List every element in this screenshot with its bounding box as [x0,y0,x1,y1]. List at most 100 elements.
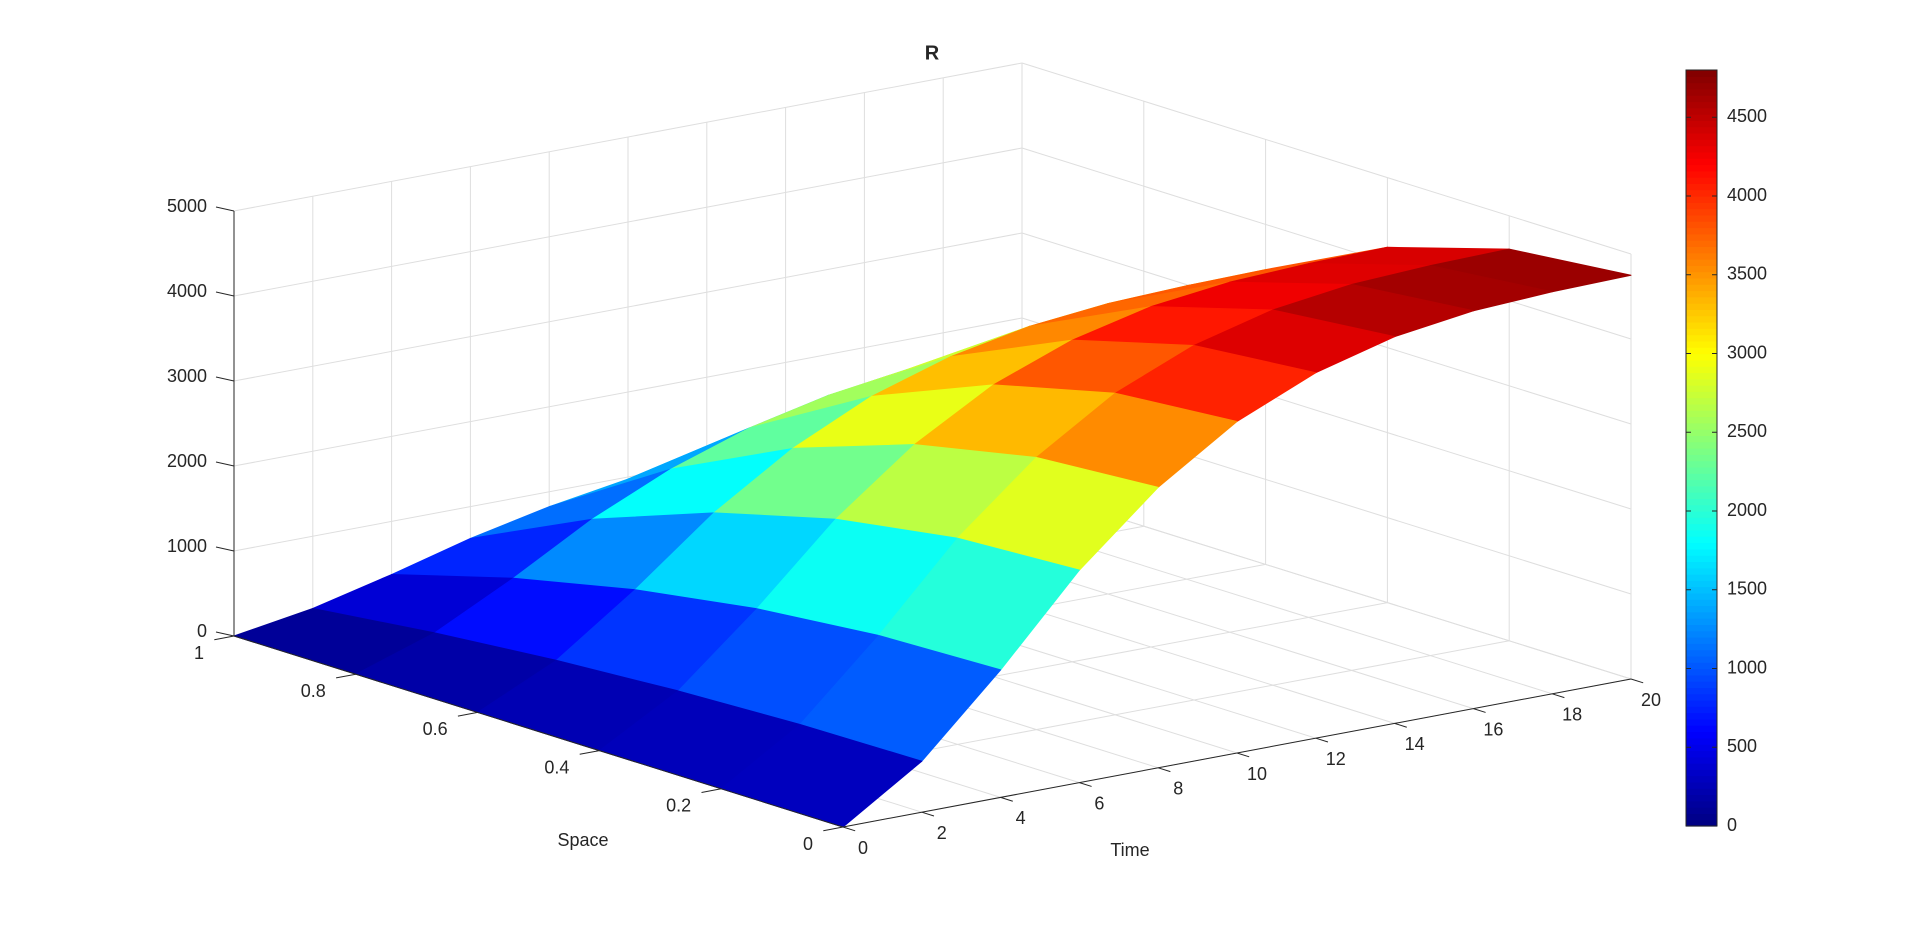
colorbar-cell [1686,655,1717,663]
y-tick [214,635,235,641]
colorbar-cell [1686,145,1717,153]
colorbar-cell [1686,504,1717,512]
colorbar-cell [1686,536,1717,544]
colorbar-cell [1686,82,1717,90]
colorbar-cell [1686,605,1717,613]
colorbar-cell [1686,435,1717,443]
x-tick [921,811,935,817]
colorbar-cell [1686,448,1717,455]
colorbar-cell [1686,441,1717,449]
colorbar-cell [1686,259,1717,266]
colorbar-cell [1686,466,1717,474]
colorbar-cell [1686,303,1717,310]
colorbar-cell [1686,252,1717,260]
colorbar-cell [1686,214,1717,222]
colorbar-frame [1685,69,1718,827]
x-tick-label: 0 [858,838,868,858]
colorbar-cell [1686,548,1717,556]
colorbar-tick-label: 3000 [1727,342,1767,362]
colorbar-cell [1686,668,1717,676]
colorbar-cell [1686,517,1717,525]
x-axis-label: Time [1110,840,1149,860]
grid-line [1021,62,1632,255]
z-tick-label: 4000 [167,281,207,301]
x-tick [1315,737,1329,743]
z-tick [215,376,235,382]
x-tick [1552,693,1565,699]
colorbar-cell [1686,309,1717,317]
y-axis [233,635,844,828]
z-tick [215,546,235,552]
colorbar-tick-label: 1000 [1727,657,1767,677]
colorbar-tick-label: 4500 [1727,106,1767,126]
colorbar-cell [1686,139,1717,147]
colorbar-cell [1686,574,1717,581]
x-tick-label: 6 [1094,793,1104,813]
x-tick [1473,708,1486,713]
colorbar-cell [1686,391,1717,399]
colorbar-cell [1686,687,1717,695]
z-tick-label: 2000 [167,451,207,471]
colorbar-cell [1686,674,1717,682]
x-tick [1394,722,1407,728]
colorbar-cell [1686,567,1717,575]
colorbar-cell [1686,107,1717,115]
colorbar-cell [1686,114,1717,121]
colorbar-tick-label: 2500 [1727,421,1767,441]
colorbar-cell [1686,643,1717,651]
colorbar-cell [1686,819,1717,827]
y-tick [701,788,722,793]
colorbar-cell [1686,322,1717,329]
colorbar-cell [1686,397,1717,405]
colorbar-cell [1686,611,1717,619]
colorbar-cell [1686,618,1717,625]
colorbar-cell [1686,731,1717,739]
colorbar-cell [1686,385,1717,392]
colorbar-cell [1686,460,1717,468]
z-tick [215,631,235,637]
colorbar-tick-label: 500 [1727,736,1757,756]
colorbar-cell [1686,101,1717,109]
colorbar-cell [1686,347,1717,355]
colorbar-cell [1686,183,1717,191]
y-tick [823,826,844,832]
colorbar-cell [1686,410,1717,418]
colorbar-cell [1686,781,1717,789]
colorbar-cell [1686,744,1717,751]
colorbar-cell [1686,800,1717,808]
colorbar-cell [1686,662,1717,670]
colorbar-cell [1686,473,1717,481]
colorbar-cell [1686,416,1717,424]
colorbar-cell [1686,340,1717,348]
colorbar-cell [1686,120,1717,128]
colorbar-cell [1686,359,1717,367]
colorbar-cell [1686,208,1717,216]
colorbar-cell [1686,296,1717,304]
colorbar-cell [1686,492,1717,499]
colorbar-cell [1686,70,1717,77]
colorbar-tick-label: 4000 [1727,185,1767,205]
colorbar-cell [1686,334,1717,342]
colorbar-cell [1686,561,1717,569]
colorbar-cell [1686,807,1717,814]
colorbar-cell [1686,170,1717,178]
x-tick-label: 8 [1173,779,1183,799]
colorbar-cell [1686,718,1717,726]
x-tick-label: 10 [1247,764,1267,784]
colorbar-cell [1686,227,1717,235]
colorbar-cell [1686,693,1717,701]
colorbar-cell [1686,271,1717,279]
colorbar-cell [1686,763,1717,770]
colorbar-cell [1686,422,1717,430]
colorbar-cell [1686,328,1717,336]
colorbar-cell [1686,202,1717,210]
colorbar-cell [1686,76,1717,84]
y-tick [579,750,600,755]
colorbar-cell [1686,788,1717,796]
x-tick [1158,767,1171,773]
colorbar-cell [1686,750,1717,758]
colorbar-cell [1686,126,1717,134]
colorbar-cell [1686,189,1717,197]
grid-line [233,232,1023,382]
